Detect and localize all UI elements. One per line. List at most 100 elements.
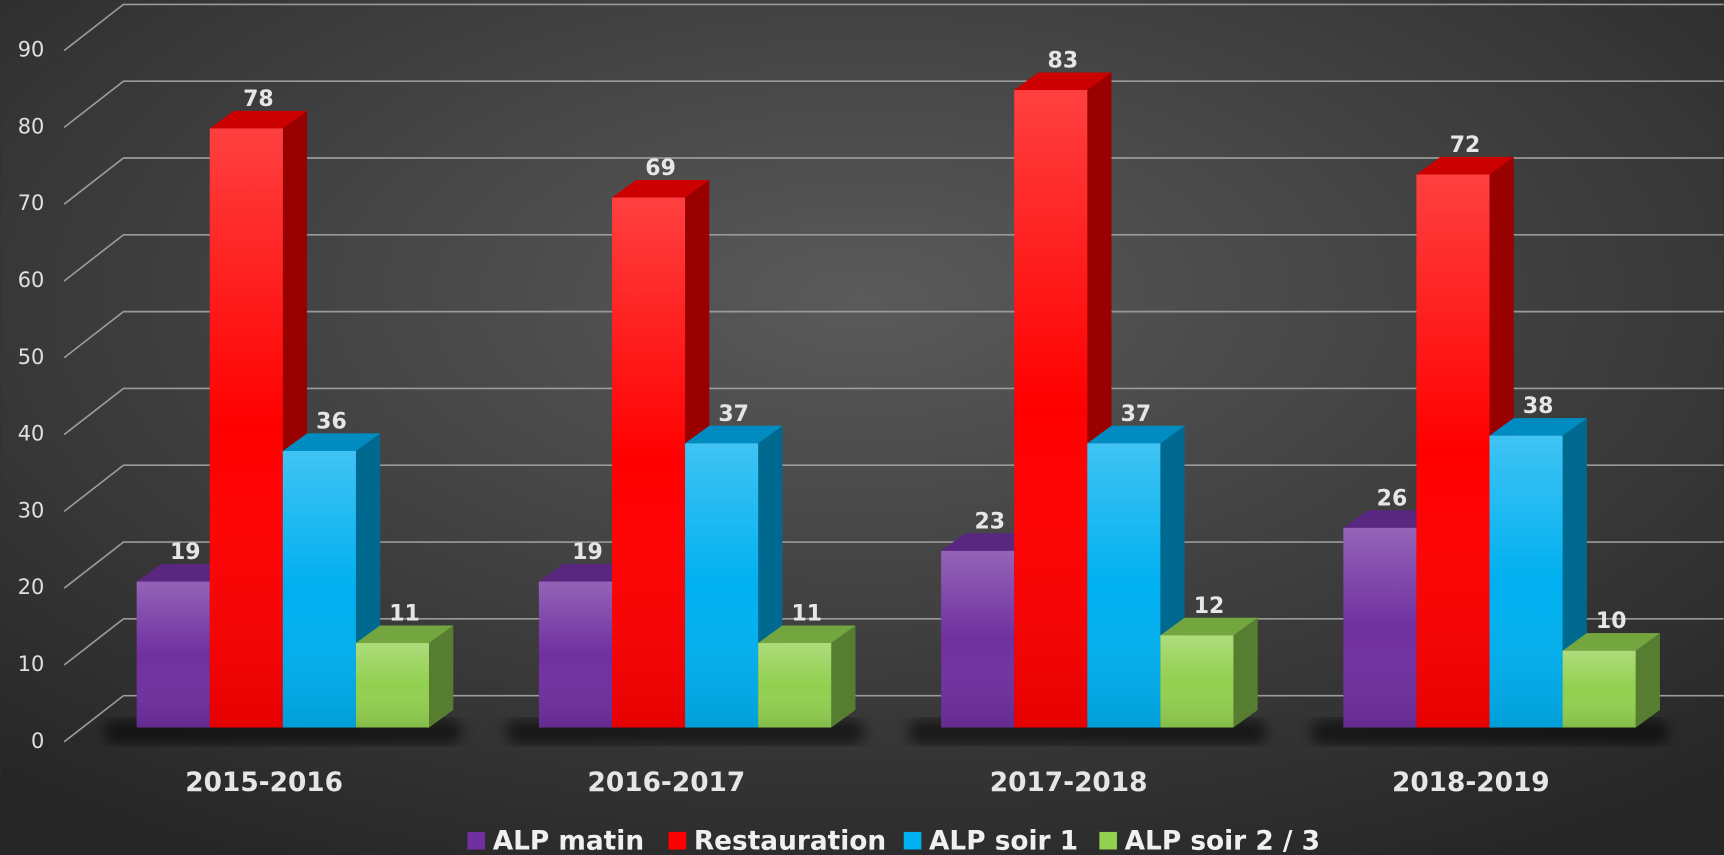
grid-line — [63, 464, 1724, 513]
grid-line — [63, 233, 1724, 282]
bar-front-shine — [1489, 435, 1563, 728]
bar-top-shade — [685, 425, 783, 444]
bar-top — [282, 433, 381, 452]
bar — [1160, 617, 1258, 728]
y-tick-label: 10 — [18, 652, 45, 676]
bar-top-shade — [538, 564, 637, 582]
x-tick-label: 2015-2016 — [185, 768, 343, 798]
bar-top — [538, 564, 637, 582]
bar-side — [429, 625, 454, 728]
bar-front-shine — [611, 197, 686, 728]
bar-top-shade — [758, 625, 856, 644]
bar-top-shade — [1014, 72, 1112, 91]
bar-front-shine — [1343, 527, 1417, 728]
x-tick-label: 2016-2017 — [588, 768, 746, 798]
value-label: 78 — [243, 87, 274, 112]
bar-top-shade — [1489, 418, 1587, 436]
bar — [1014, 72, 1112, 728]
grid-line — [63, 541, 1724, 589]
bar-top-shade — [209, 110, 308, 129]
value-label: 38 — [1523, 394, 1554, 419]
bar-top-shade — [941, 533, 1039, 551]
legend-swatch — [903, 831, 922, 850]
bar-top — [355, 625, 454, 644]
y-tick-label: 80 — [18, 114, 45, 138]
bar-front-shine — [685, 443, 759, 728]
bar-top-shade — [611, 179, 710, 198]
bar-top-shade — [1562, 633, 1660, 651]
bar-front-shine — [1416, 174, 1490, 728]
bar-top — [1416, 156, 1514, 175]
bar — [355, 625, 454, 728]
bar-top — [758, 625, 856, 644]
bar-top — [209, 110, 308, 129]
bar-top-shade — [282, 433, 381, 452]
bar-front-shine — [282, 451, 356, 728]
bar-front-shine — [941, 550, 1015, 728]
value-label: 11 — [389, 601, 420, 626]
bar — [758, 625, 856, 728]
grid-line — [63, 387, 1724, 436]
value-label: 19 — [170, 540, 201, 565]
bar-side-shade — [831, 625, 856, 728]
value-label: 36 — [316, 409, 347, 434]
grid-line — [63, 80, 1724, 129]
bar-side-shade — [1635, 633, 1660, 728]
bar-front-shine — [538, 581, 612, 728]
y-tick-label: 40 — [18, 422, 45, 446]
y-tick-label: 20 — [18, 575, 45, 599]
bar-front-shine — [136, 581, 210, 728]
bar-front-shine — [1160, 635, 1234, 728]
bar-top-shade — [1087, 425, 1185, 444]
bar-top-shade — [1343, 510, 1441, 528]
y-tick-label: 50 — [18, 345, 45, 369]
bar-top — [1343, 510, 1441, 528]
x-tick-label: 2017-2018 — [990, 768, 1148, 798]
value-label: 37 — [718, 402, 749, 427]
bar-top-shade — [136, 564, 234, 582]
bar-top — [941, 533, 1039, 551]
legend-swatch — [1099, 831, 1117, 850]
value-label: 23 — [974, 509, 1005, 534]
bar — [1562, 633, 1660, 728]
bar-top-shade — [1416, 156, 1514, 175]
y-tick-label: 90 — [18, 38, 45, 62]
bar-side-shade — [429, 625, 454, 728]
bar-front-shine — [1562, 650, 1636, 728]
bar-front-shine — [1014, 90, 1088, 728]
value-label: 11 — [791, 601, 822, 626]
bar-side-shade — [1233, 617, 1258, 728]
value-label: 69 — [645, 156, 676, 181]
value-label: 10 — [1596, 609, 1627, 634]
bar-top — [1087, 425, 1185, 444]
bar-front-shine — [758, 643, 832, 728]
legend-label: ALP matin — [493, 826, 644, 855]
bar-front-shine — [209, 128, 283, 728]
grid-line — [63, 157, 1724, 205]
y-tick-label: 30 — [18, 498, 45, 522]
bar-side — [1233, 617, 1258, 728]
value-label: 19 — [572, 540, 603, 565]
value-label: 12 — [1194, 594, 1225, 619]
bar-front-shine — [355, 643, 430, 728]
legend-label: ALP soir 1 — [929, 826, 1078, 855]
bar-top — [1489, 418, 1587, 436]
bar-front-shine — [1087, 443, 1161, 728]
value-label: 37 — [1121, 402, 1152, 427]
legend-swatch — [668, 831, 687, 850]
bar-side — [831, 625, 856, 728]
bar-top — [1014, 72, 1112, 91]
grid-line — [63, 3, 1724, 52]
bar-top — [1160, 617, 1258, 636]
y-tick-label: 70 — [18, 191, 45, 215]
value-label: 83 — [1048, 48, 1079, 73]
bar-top-shade — [1160, 617, 1258, 636]
legend-label: ALP soir 2 / 3 — [1125, 826, 1320, 855]
grid-line — [63, 310, 1724, 359]
bar-top — [136, 564, 234, 582]
bar-top — [685, 425, 783, 444]
legend-label: Restauration — [694, 826, 886, 855]
value-label: 72 — [1450, 133, 1481, 158]
bar-side — [1635, 633, 1660, 728]
